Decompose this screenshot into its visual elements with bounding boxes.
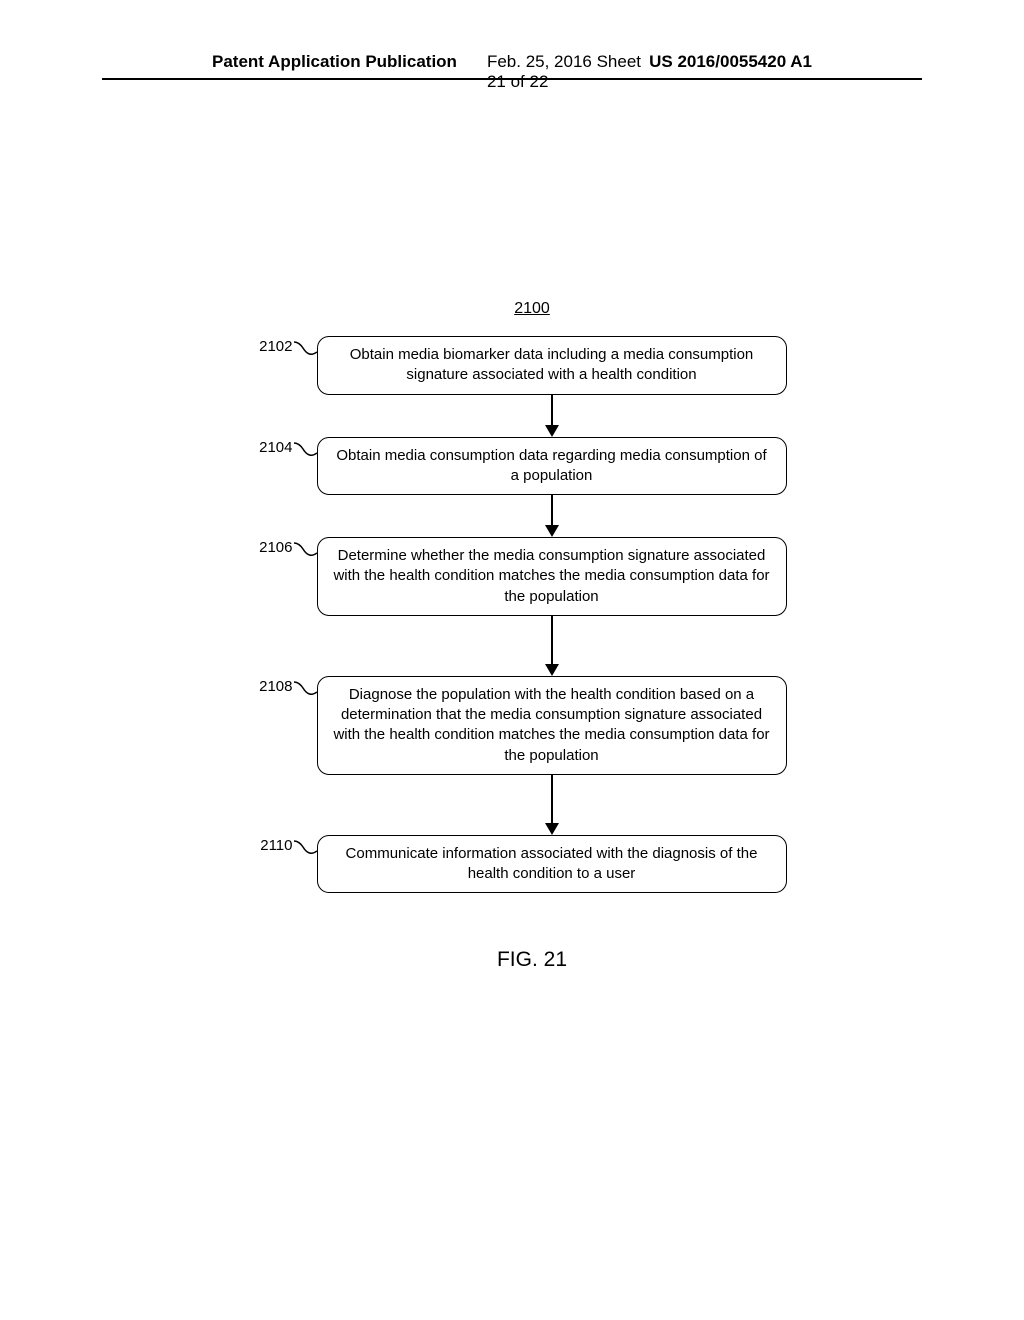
page-header: Patent Application Publication Feb. 25, … bbox=[102, 52, 922, 100]
header-pub-number: US 2016/0055420 A1 bbox=[649, 52, 812, 72]
step-ref-label: 2106 bbox=[238, 537, 293, 556]
flow-step: 2110 Communicate information associated w… bbox=[238, 835, 787, 894]
flow-step-box: Obtain media consumption data regarding … bbox=[317, 437, 787, 496]
leader-line-icon bbox=[293, 441, 317, 461]
arrow-down-icon bbox=[542, 775, 562, 835]
step-ref-label: 2108 bbox=[238, 676, 293, 695]
flow-step: 2104 Obtain media consumption data regard… bbox=[238, 437, 787, 496]
header-sheet-info: Feb. 25, 2016 Sheet 21 of 22 bbox=[457, 52, 649, 92]
leader-line-icon bbox=[293, 680, 317, 700]
arrow-down-icon bbox=[542, 495, 562, 537]
figure-21: 2100 2102 Obtain media biomarker data inc… bbox=[0, 300, 1024, 972]
header-publication: Patent Application Publication bbox=[212, 52, 457, 72]
flow-step-box: Diagnose the population with the health … bbox=[317, 676, 787, 775]
flow-step: 2102 Obtain media biomarker data includin… bbox=[238, 336, 787, 395]
leader-line-icon bbox=[293, 839, 317, 859]
step-ref-label: 2104 bbox=[238, 437, 293, 456]
figure-number: 2100 bbox=[514, 300, 550, 318]
arrow-down-icon bbox=[542, 616, 562, 676]
flow-step: 2106 Determine whether the media consumpt… bbox=[238, 537, 787, 616]
leader-line-icon bbox=[293, 541, 317, 561]
step-ref-label: 2102 bbox=[238, 336, 293, 355]
flow-step-box: Communicate information associated with … bbox=[317, 835, 787, 894]
flowchart: 2102 Obtain media biomarker data includin… bbox=[238, 336, 787, 893]
leader-line-icon bbox=[293, 340, 317, 360]
flow-step-box: Obtain media biomarker data including a … bbox=[317, 336, 787, 395]
step-ref-label: 2110 bbox=[238, 835, 293, 854]
figure-caption: FIG. 21 bbox=[497, 948, 567, 972]
arrow-down-icon bbox=[542, 395, 562, 437]
flow-step: 2108 Diagnose the population with the hea… bbox=[238, 676, 787, 775]
flow-step-box: Determine whether the media consumption … bbox=[317, 537, 787, 616]
